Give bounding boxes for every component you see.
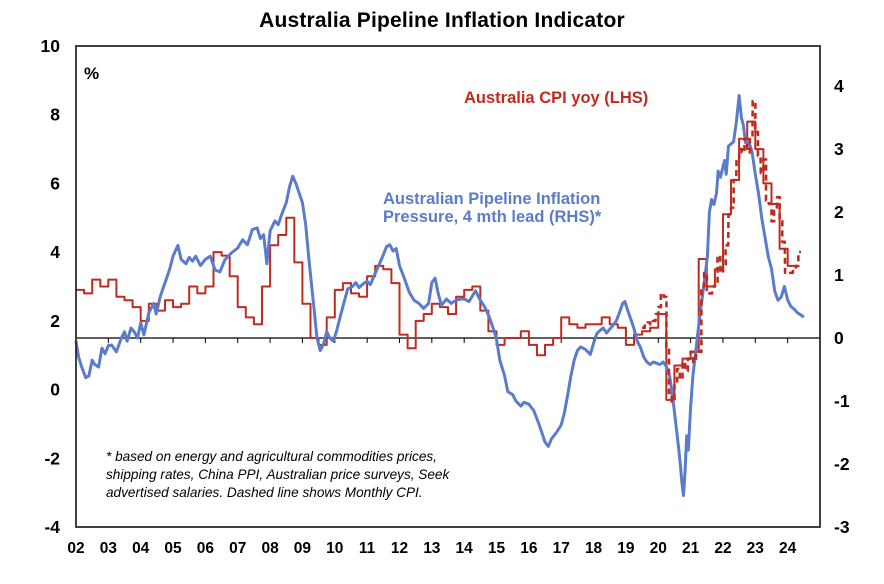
x-axis-year-label: 17 [553, 540, 570, 557]
plot-frame [75, 45, 821, 528]
x-axis-year-label: 05 [164, 540, 182, 557]
legend-pipeline-label: Australian Pipeline Inflation Pressure, … [383, 190, 601, 226]
x-axis-year-label: 20 [650, 540, 667, 557]
x-axis-year-label: 24 [779, 540, 797, 557]
right-axis-tick-label: 3 [834, 139, 844, 159]
right-axis-tick-label: 4 [834, 76, 844, 96]
left-axis-tick-label: 2 [50, 311, 60, 331]
left-axis-tick-label: 6 [50, 173, 60, 193]
x-axis-year-label: 03 [100, 540, 118, 557]
x-axis-year-label: 18 [585, 540, 603, 557]
footnote: * based on energy and agricultural commo… [106, 448, 449, 502]
left-axis-tick-label: 4 [50, 242, 60, 262]
x-axis-year-label: 22 [714, 540, 731, 557]
left-axis-tick-label: -4 [44, 517, 60, 537]
right-axis-tick-label: 0 [834, 328, 844, 348]
x-axis-year-label: 23 [747, 540, 765, 557]
x-axis-year-label: 10 [326, 540, 343, 557]
left-axis-tick-label: 10 [41, 36, 61, 56]
x-axis-year-label: 14 [456, 540, 474, 557]
right-axis-tick-label: -2 [834, 454, 850, 474]
pipeline-pressure-line [74, 94, 805, 497]
legend-cpi-label: Australia CPI yoy (LHS) [464, 89, 649, 107]
legend-pipeline-line2: Pressure, 4 mth lead (RHS)* [383, 208, 602, 226]
footnote-line2: shipping rates, China PPI, Australian pr… [106, 467, 450, 482]
monthly-cpi-dashed-line [642, 99, 801, 403]
x-axis-year-label: 02 [67, 540, 84, 557]
x-axis-year-label: 16 [520, 540, 538, 557]
cpi-quarterly-line [76, 120, 796, 401]
right-axis-tick-label: 2 [834, 202, 844, 222]
x-axis-year-label: 15 [488, 540, 506, 557]
x-axis-year-label: 06 [197, 540, 215, 557]
footnote-line1: * based on energy and agricultural commo… [106, 449, 437, 464]
left-axis-tick-label: 8 [50, 105, 60, 125]
x-axis-year-label: 04 [132, 540, 150, 557]
right-axis-tick-label: -3 [834, 517, 850, 537]
right-axis-tick-label: 1 [834, 265, 844, 285]
x-axis-year-label: 13 [423, 540, 441, 557]
left-axis-tick-label: 0 [50, 380, 60, 400]
left-axis-tick-label: -2 [44, 448, 60, 468]
left-axis-unit-label: % [84, 64, 100, 83]
x-axis-year-label: 12 [391, 540, 408, 557]
x-axis-year-label: 09 [294, 540, 312, 557]
x-axis-year-label: 19 [617, 540, 635, 557]
right-axis-tick-label: -1 [834, 391, 850, 411]
footnote-line3: advertised salaries. Dashed line shows M… [106, 485, 423, 500]
x-axis-year-label: 08 [261, 540, 279, 557]
legend-pipeline-line1: Australian Pipeline Inflation [383, 190, 601, 208]
x-axis-year-label: 21 [682, 540, 700, 557]
x-axis-year-label: 11 [359, 540, 376, 557]
x-axis-year-label: 07 [229, 540, 246, 557]
chart-title: Australia Pipeline Inflation Indicator [259, 9, 625, 32]
